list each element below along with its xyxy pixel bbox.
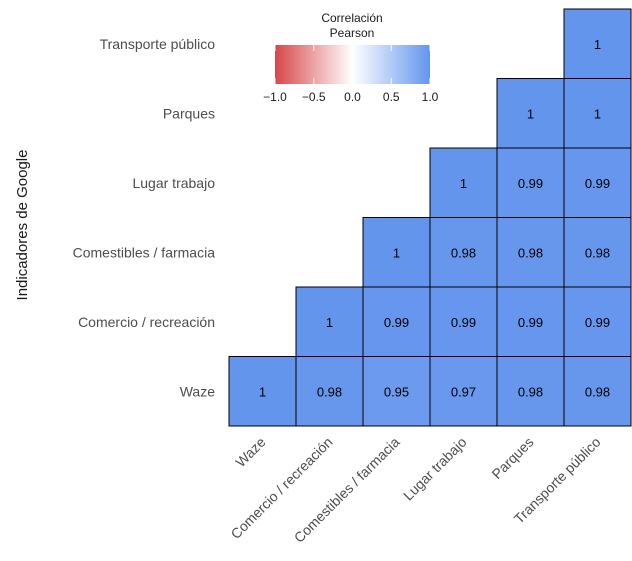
cell-value-label: 1 — [527, 106, 534, 121]
heatmap-cell-parques-comercio-recreacion — [496, 286, 565, 357]
cell-value-label: 0.98 — [585, 384, 610, 399]
heatmap-cell-comercio-recreacion-waze — [295, 356, 364, 427]
x-tick-waze: Waze — [232, 434, 268, 470]
heatmap-cell-lugar-trabajo-comestibles-farmacia — [429, 217, 498, 288]
heatmap-cell-lugar-trabajo-comercio-recreacion — [429, 286, 498, 357]
cell-value-label: 1 — [259, 384, 266, 399]
y-axis-tick-labels: Waze Comercio / recreación Comestibles / f… — [73, 36, 216, 400]
heatmap-cell-comercio-recreacion-comercio-recreacion — [295, 286, 364, 357]
heatmap-cell-waze-waze — [228, 356, 297, 427]
x-tick-parques: Parques — [488, 434, 536, 482]
heatmap-cell-transporte-publico-parques — [563, 78, 632, 149]
cell-value-label: 0.97 — [451, 384, 476, 399]
heatmap-cell-lugar-trabajo-waze — [429, 356, 498, 427]
cell-value-label: 1 — [393, 245, 400, 260]
cell-value-label: 1 — [460, 176, 467, 191]
cell-value-label: 0.99 — [518, 315, 543, 330]
y-tick-comestibles-farmacia: Comestibles / farmacia — [73, 244, 216, 260]
legend-tick-label: 0.5 — [383, 90, 400, 104]
heatmap-cell-transporte-publico-waze — [563, 356, 632, 427]
legend-tick-label: 1.0 — [422, 90, 439, 104]
color-legend: Correlación Pearson −1.0 −0.5 0.0 0.5 1.0 — [263, 11, 439, 104]
cell-value-label: 0.95 — [384, 384, 409, 399]
cell-value-label: 0.99 — [518, 176, 543, 191]
heatmap-cell-parques-lugar-trabajo — [496, 147, 565, 218]
cell-value-label: 0.98 — [317, 384, 342, 399]
cell-value-label: 1 — [594, 37, 601, 52]
cell-value-label: 1 — [326, 315, 333, 330]
legend-tick-label: −0.5 — [302, 90, 326, 104]
legend-tick-label: 0.0 — [344, 90, 361, 104]
heatmap-cell-transporte-publico-comercio-recreacion — [563, 286, 632, 357]
legend-tick-label: −1.0 — [263, 90, 287, 104]
legend-title-line-2: Pearson — [330, 26, 375, 40]
cell-value-label: 0.98 — [518, 384, 543, 399]
cell-value-label: 0.98 — [585, 245, 610, 260]
cell-value-label: 0.99 — [451, 315, 476, 330]
x-tick-lugar-trabajo: Lugar trabajo — [400, 434, 470, 504]
y-tick-transporte-publico: Transporte público — [100, 36, 216, 52]
y-tick-waze: Waze — [180, 383, 215, 399]
cell-value-label: 0.99 — [585, 315, 610, 330]
heatmap-cell-lugar-trabajo-lugar-trabajo — [429, 147, 498, 218]
cell-value-label: 0.99 — [585, 176, 610, 191]
heatmap-cell-parques-parques — [496, 78, 565, 149]
legend-title-line-1: Correlación — [321, 11, 382, 25]
cell-value-label: 0.98 — [451, 245, 476, 260]
heatmap-cell-transporte-publico-transporte-publico — [563, 8, 632, 79]
cell-value-label: 0.99 — [384, 315, 409, 330]
y-tick-lugar-trabajo: Lugar trabajo — [132, 175, 215, 191]
heatmap-cell-transporte-publico-comestibles-farmacia — [563, 217, 632, 288]
heatmap-cell-comestibles-farmacia-comercio-recreacion — [362, 286, 431, 357]
heatmap-cell-transporte-publico-lugar-trabajo — [563, 147, 632, 218]
y-axis-label: Indicadores de Google — [14, 150, 31, 301]
y-tick-parques: Parques — [163, 105, 215, 121]
heatmap-cell-parques-waze — [496, 356, 565, 427]
legend-color-bar — [275, 45, 430, 84]
heatmap-cells — [228, 8, 632, 427]
cell-value-label: 0.98 — [518, 245, 543, 260]
y-tick-comercio-recreacion: Comercio / recreación — [78, 314, 215, 330]
heatmap-cell-labels: 1 0.98 0.95 0.97 0.98 0.98 1 0.99 0.99 0.99 0.99 1 0… — [259, 37, 610, 400]
cell-value-label: 1 — [594, 106, 601, 121]
legend-ticks: −1.0 −0.5 0.0 0.5 1.0 — [263, 45, 439, 104]
heatmap-cell-comestibles-farmacia-comestibles-farmacia — [362, 217, 431, 288]
